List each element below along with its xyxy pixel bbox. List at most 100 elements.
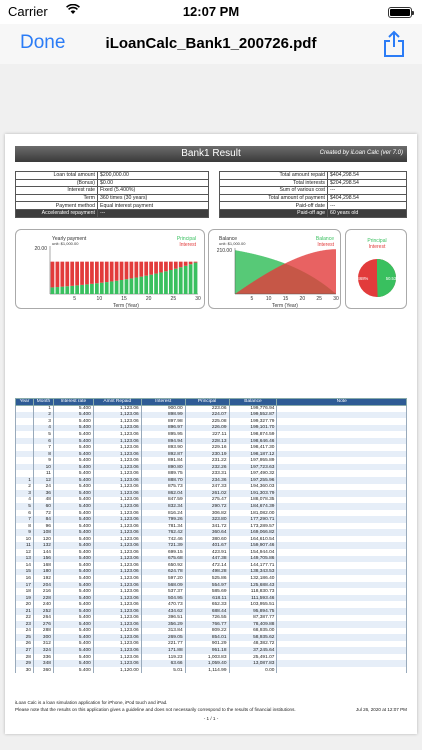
- table-cell: 1,123.06: [92, 614, 142, 622]
- table-cell: [276, 418, 407, 425]
- table-cell: 197,255.96: [228, 477, 278, 484]
- table-cell: 48: [32, 496, 54, 504]
- bar-principal: [159, 272, 163, 294]
- bar-principal: [173, 268, 178, 294]
- credit-label: Created by iLoan Calc (ver 7.0): [319, 150, 403, 156]
- table-cell: [276, 627, 407, 635]
- table-cell: 1,123.06: [92, 529, 142, 536]
- info-row: Sum of various cost ---: [219, 186, 407, 195]
- bar-series: [50, 261, 198, 294]
- table-cell: 1,123.06: [92, 522, 142, 530]
- table-cell: 169,066.82: [228, 529, 278, 536]
- page-number: - 1 / 1 -: [203, 716, 219, 721]
- ratio-pie-chart: Principal Interest 49.468% 50.532%: [345, 229, 407, 309]
- table-cell: 154,944.04: [228, 549, 278, 556]
- info-label: Paid-off date: [219, 201, 328, 210]
- bar-interest: [114, 261, 119, 281]
- table-cell: [276, 614, 407, 622]
- info-label: Term: [15, 193, 98, 203]
- table-cell: 156: [32, 555, 54, 563]
- table-row: 8 5.400 1,123.06 892.87 230.19 198,187.12: [15, 450, 407, 458]
- info-label: Total interests: [219, 178, 328, 188]
- table-cell: 164,610.54: [228, 535, 278, 543]
- info-label: Loan total amount: [15, 171, 98, 180]
- table-cell: 37,245.64: [228, 647, 278, 654]
- bar-principal: [129, 278, 134, 294]
- table-cell: 192: [32, 575, 54, 582]
- table-cell: 1,123.06: [92, 444, 142, 451]
- table-cell: 1,123.06: [92, 627, 142, 635]
- table-cell: [276, 490, 407, 497]
- table-cell: 324: [32, 647, 54, 654]
- table-cell: 10: [32, 463, 54, 471]
- table-cell: [276, 568, 407, 576]
- pdf-viewer[interactable]: Bank1 Result Created by iLoan Calc (ver …: [0, 64, 422, 750]
- table-cell: 1,123.06: [92, 437, 142, 445]
- x-tick-label: 20: [300, 296, 306, 302]
- bar-principal: [164, 271, 168, 294]
- info-row: (Bonus) $0.00: [15, 178, 209, 188]
- table-cell: [276, 411, 407, 419]
- table-cell: 96: [32, 522, 54, 530]
- table-cell: 204: [32, 581, 54, 589]
- done-button[interactable]: Done: [20, 32, 66, 53]
- x-tick-label: 25: [171, 296, 177, 302]
- table-cell: [276, 562, 407, 569]
- table-cell: 1,123.06: [92, 647, 142, 654]
- table-row: 9 108 5.400 1,123.06 762.42 360.64 169,066.82: [15, 529, 407, 536]
- table-cell: [276, 588, 407, 595]
- table-cell: 199,776.94: [228, 405, 278, 412]
- table-cell: 36: [32, 490, 54, 497]
- info-row: Paid-off date ---: [219, 201, 407, 210]
- table-row: 13 156 5.400 1,123.06 675.68 447.38 149,705.86: [15, 555, 407, 563]
- table-cell: 30: [15, 666, 34, 674]
- table-cell: 1,123.06: [92, 562, 142, 569]
- table-cell: 1,123.06: [92, 653, 142, 661]
- bar-principal: [139, 276, 144, 294]
- table-cell: [276, 483, 407, 491]
- balance-chart: Balance unit: $1,000.00 Balance Interest 210…: [208, 229, 341, 309]
- bar-principal: [60, 286, 65, 294]
- table-cell: [276, 549, 407, 556]
- table-cell: [276, 575, 407, 582]
- bar-interest: [90, 261, 94, 284]
- table-cell: 2: [32, 411, 54, 419]
- bar-interest: [124, 261, 129, 280]
- share-icon[interactable]: [382, 30, 406, 58]
- info-label: Total amount repaid: [219, 171, 328, 180]
- chart-title: Yearly payment: [52, 236, 87, 242]
- repayment-schedule-table: Year Month Interest rate Amnt Repaid Interes…: [15, 398, 407, 674]
- info-value: ---: [327, 186, 407, 195]
- navigation-bar: Done iLoanCalc_Bank1_200726.pdf: [0, 24, 422, 64]
- x-axis-label: Term (Year): [113, 303, 139, 309]
- bar-interest: [173, 261, 178, 269]
- table-cell: 60: [32, 503, 54, 510]
- bar-principal: [65, 286, 70, 294]
- info-label: Interest rate: [15, 186, 98, 195]
- bar-principal: [55, 287, 60, 294]
- table-cell: 72: [32, 509, 54, 517]
- table-row: 17 204 5.400 1,123.06 568.09 554.97 125,688.43: [15, 581, 407, 589]
- x-axis-label: Term (Year): [272, 303, 298, 309]
- bar-interest: [139, 261, 144, 277]
- table-row: 9 5.400 1,123.06 891.84 231.22 197,955.89: [15, 457, 407, 464]
- info-value: $204,298.54: [327, 178, 407, 188]
- column-header: Month: [32, 398, 54, 406]
- bar-interest: [188, 261, 193, 265]
- table-cell: [276, 522, 407, 530]
- bar-principal: [119, 279, 124, 294]
- table-cell: 9: [32, 457, 54, 464]
- x-tick-label: 30: [195, 296, 201, 302]
- table-cell: 1,123.06: [92, 516, 142, 523]
- bar-interest: [129, 261, 134, 279]
- table-cell: 25,491.07: [228, 653, 278, 661]
- bar-principal: [169, 270, 173, 294]
- legend-interest: Interest: [179, 242, 196, 248]
- table-cell: 1,123.06: [92, 477, 142, 484]
- table-cell: 118,830.73: [228, 588, 278, 595]
- table-cell: 1,114.99: [184, 666, 230, 674]
- table-cell: 1,123.06: [92, 601, 142, 608]
- table-row: 3 36 5.400 1,123.06 862.04 261.02 191,303.79: [15, 490, 407, 497]
- legend-principal: Principal: [367, 238, 386, 244]
- bar-interest: [149, 261, 153, 275]
